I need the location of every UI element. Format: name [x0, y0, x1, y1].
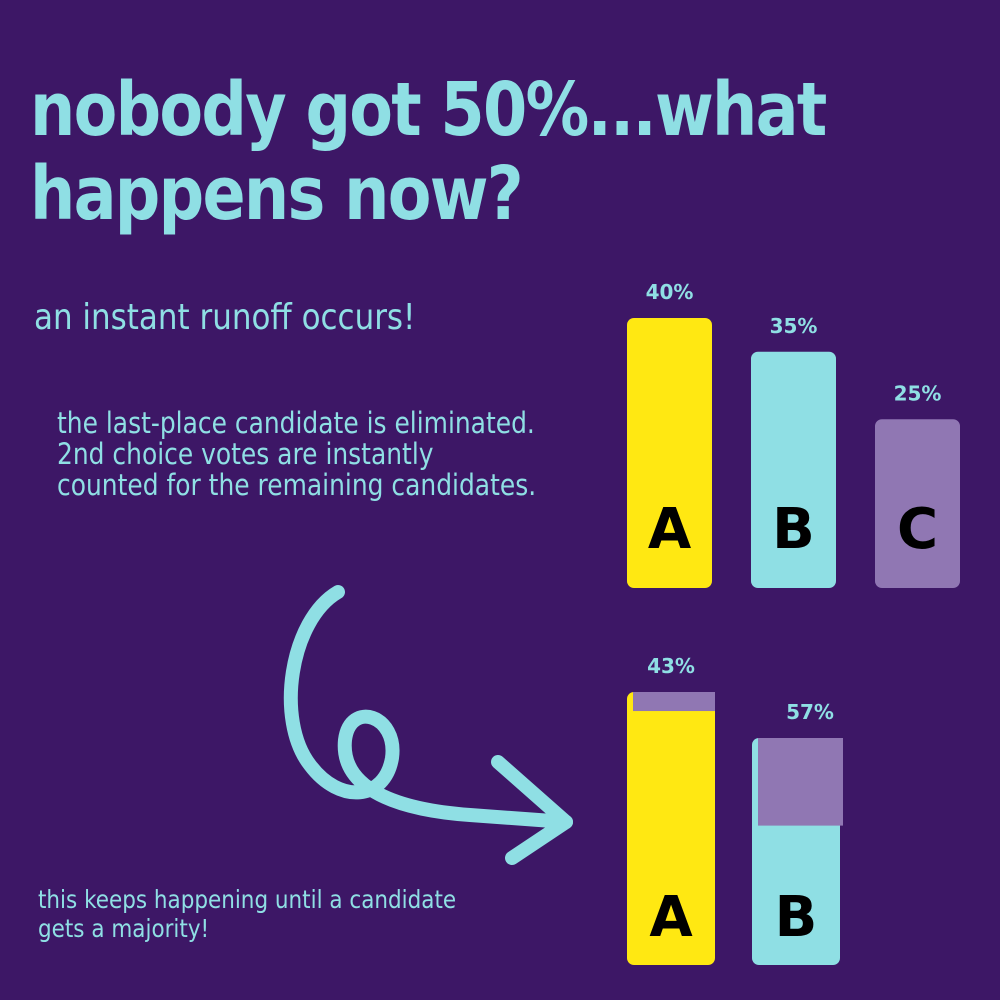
- value-label-b: 57%: [786, 700, 834, 724]
- value-label-c: 25%: [894, 381, 942, 405]
- category-label-a: A: [649, 885, 693, 950]
- value-label-a: 43%: [647, 654, 695, 678]
- bar-a: [627, 692, 715, 965]
- transferred-votes-segment-b: [758, 738, 843, 826]
- footer-text: this keeps happening until a candidate g…: [38, 885, 457, 943]
- headline-line-2: happens now?: [30, 151, 524, 237]
- category-label-c: C: [897, 497, 938, 562]
- bar-a: [627, 318, 712, 588]
- subhead: an instant runoff occurs!: [34, 297, 416, 338]
- headline-line-1: nobody got 50%...what: [30, 67, 827, 153]
- transferred-votes-segment-a: [633, 692, 715, 712]
- category-label-b: B: [772, 497, 815, 562]
- bar-b: [751, 351, 836, 588]
- category-label-a: A: [648, 497, 692, 562]
- bar-c: [875, 419, 960, 588]
- category-label-b: B: [775, 885, 818, 950]
- explanation-text: the last-place candidate is eliminated. …: [57, 406, 537, 502]
- value-label-a: 40%: [646, 280, 694, 304]
- headline: nobody got 50%...what happens now?: [30, 68, 847, 236]
- value-label-b: 35%: [770, 314, 818, 338]
